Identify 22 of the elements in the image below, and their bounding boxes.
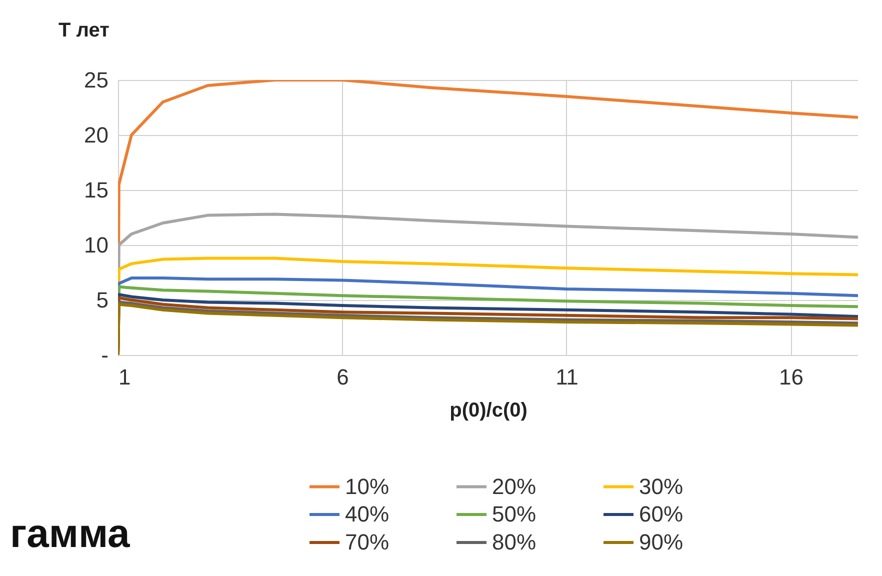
legend-label: 30% xyxy=(639,474,684,499)
y-tick-label: 25 xyxy=(84,68,108,92)
x-tick-label: 1 xyxy=(118,364,131,390)
legend-label: 90% xyxy=(639,530,684,554)
x-tick-label: 16 xyxy=(778,364,804,390)
legend-label: 60% xyxy=(639,502,684,526)
x-tick-label: 6 xyxy=(336,364,349,390)
legend-label: 20% xyxy=(492,474,536,499)
y-tick-label: 20 xyxy=(84,122,108,148)
x-axis-title: p(0)/c(0) xyxy=(450,400,528,422)
legend-label: 80% xyxy=(492,530,536,554)
legend-label: 50% xyxy=(492,502,536,526)
y-axis-title: Т лет xyxy=(58,20,110,42)
y-tick-label: 10 xyxy=(84,232,108,258)
text: гамма xyxy=(10,512,131,556)
legend-label: 10% xyxy=(345,474,390,499)
y-tick-label: 5 xyxy=(96,288,108,312)
y-tick-label: 15 xyxy=(84,178,108,202)
y-tick-label: - xyxy=(101,342,108,368)
legend-label: 40% xyxy=(345,502,390,526)
x-tick-label: 11 xyxy=(556,364,578,390)
legend-label: 70% xyxy=(345,530,390,554)
